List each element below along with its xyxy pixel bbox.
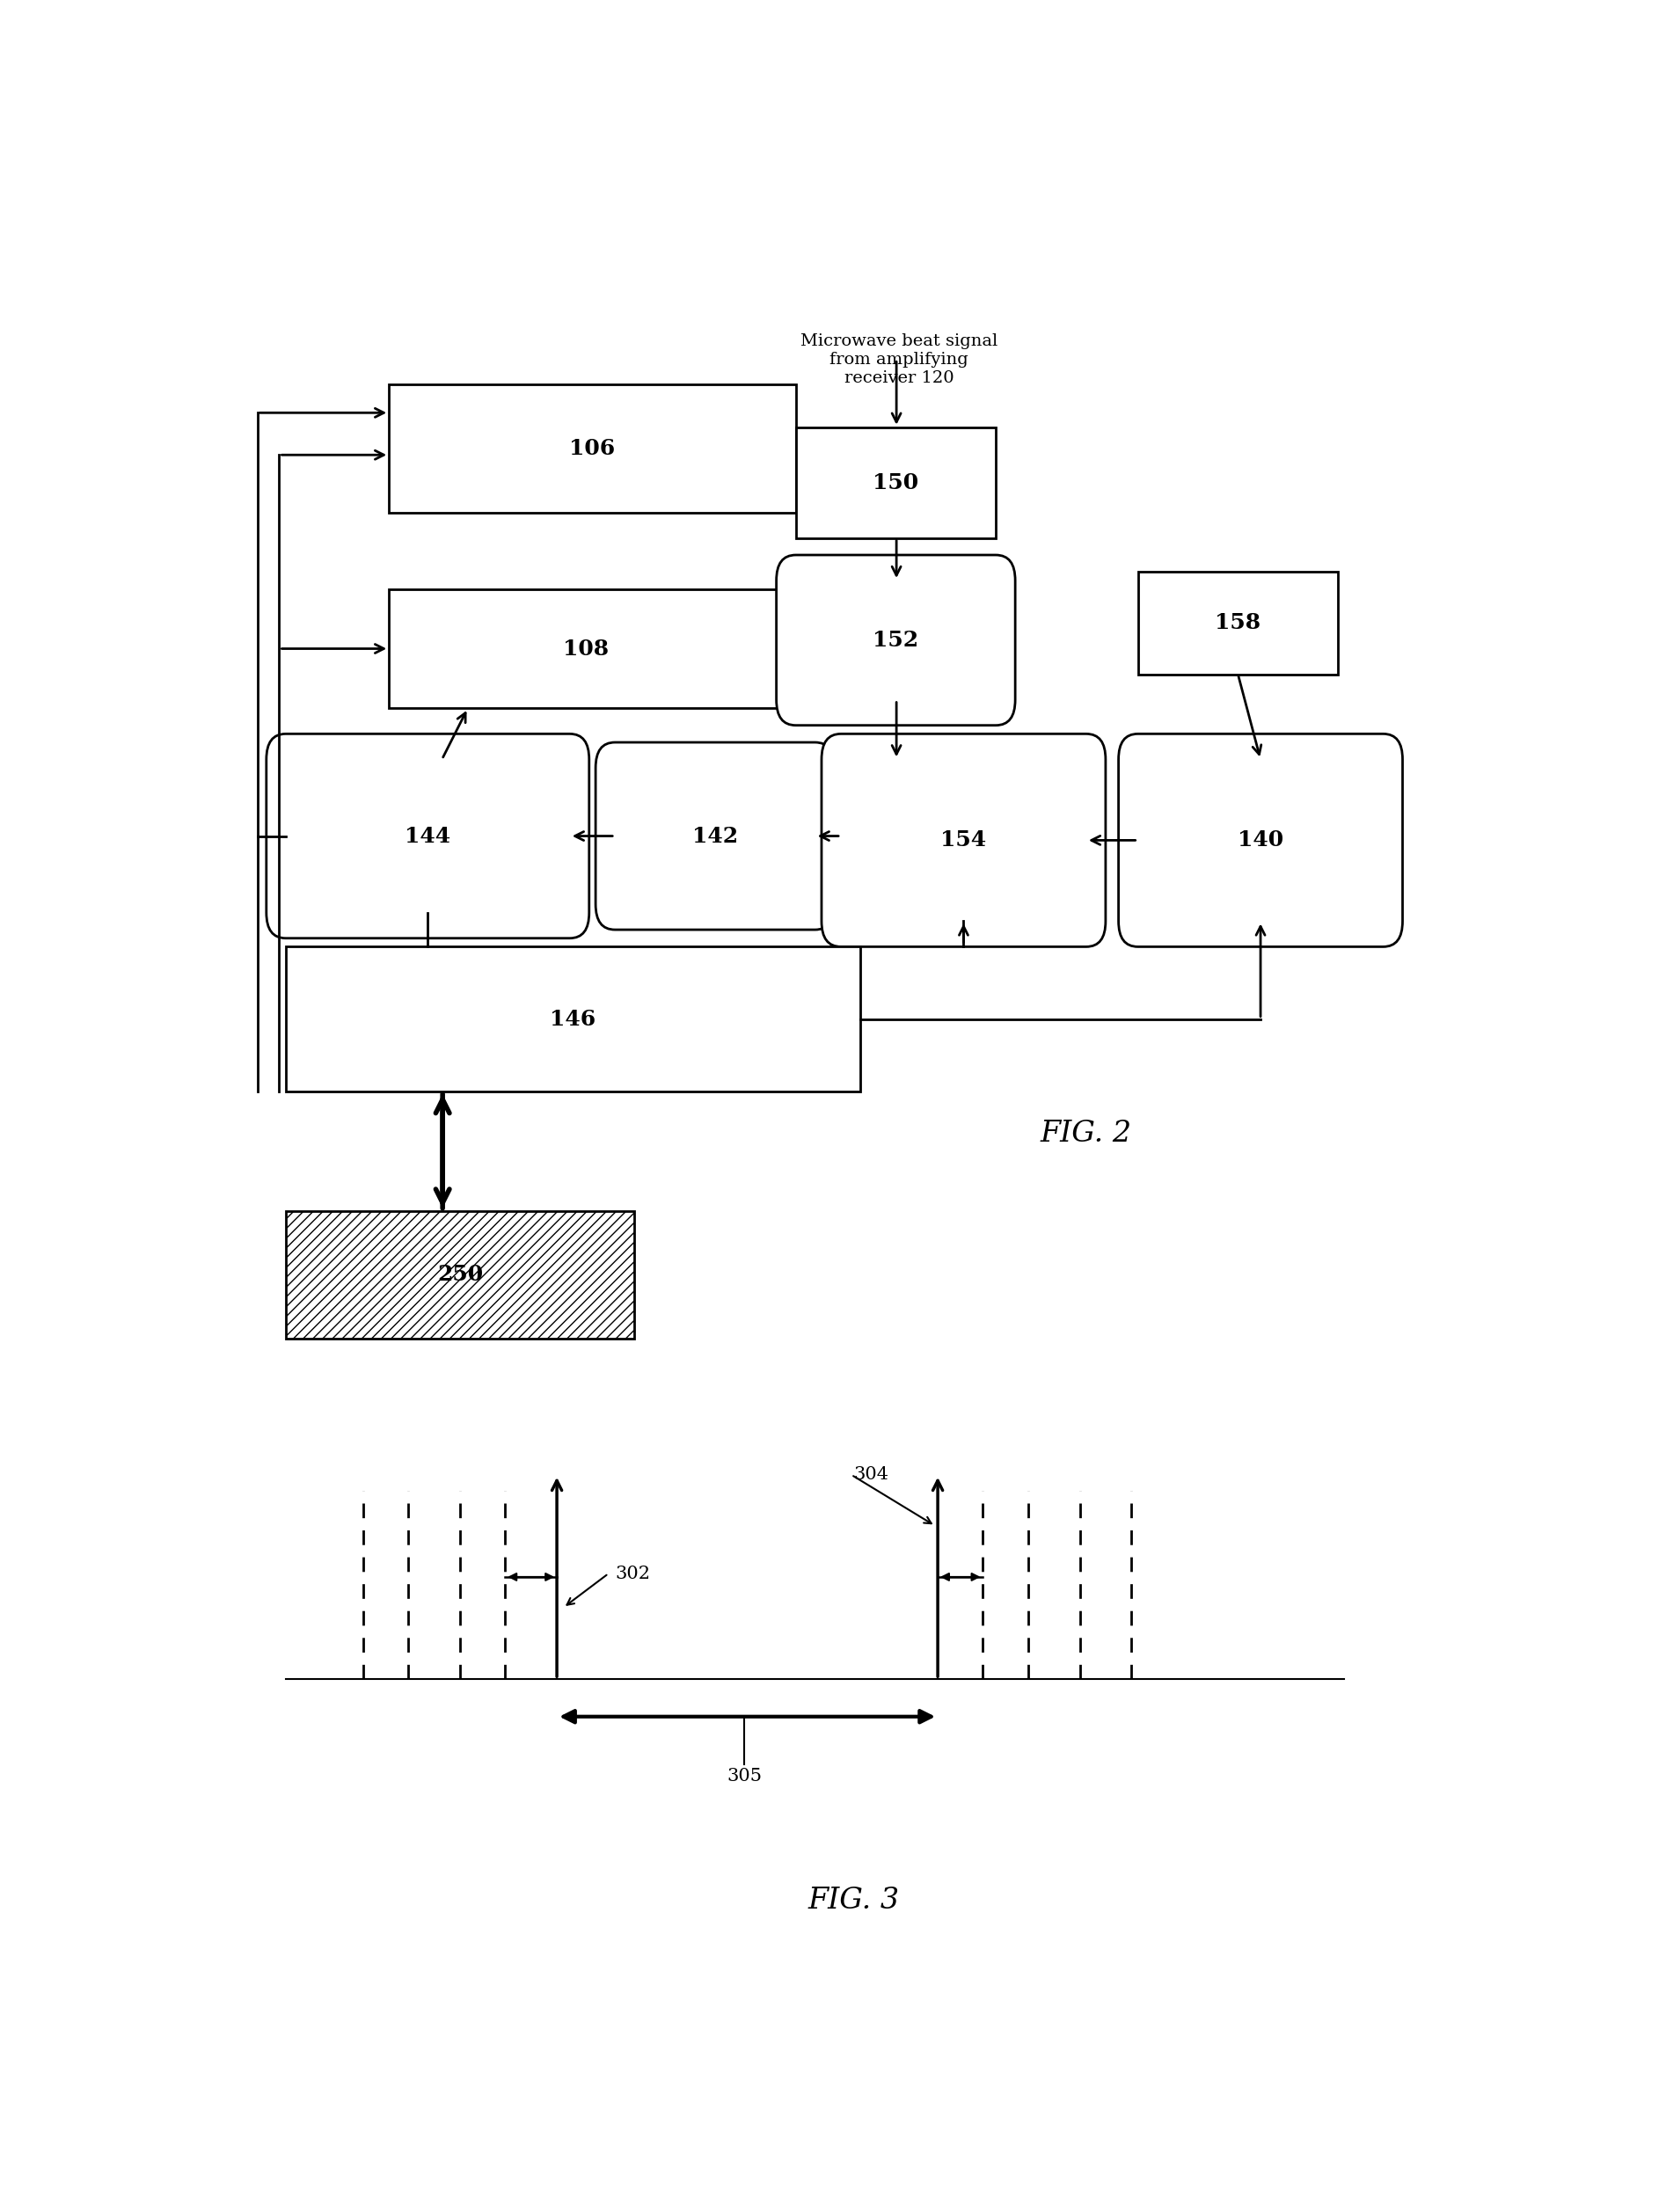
FancyBboxPatch shape <box>267 734 590 938</box>
Text: 108: 108 <box>563 637 608 659</box>
Text: 144: 144 <box>405 825 451 847</box>
Text: 150: 150 <box>873 471 918 493</box>
FancyBboxPatch shape <box>776 555 1015 726</box>
FancyBboxPatch shape <box>596 743 835 929</box>
Text: 140: 140 <box>1238 830 1283 852</box>
Text: 305: 305 <box>726 1767 761 1785</box>
Bar <box>1138 573 1338 675</box>
Text: 302: 302 <box>615 1566 650 1582</box>
Bar <box>796 427 996 538</box>
Bar <box>390 385 796 513</box>
Bar <box>287 1210 635 1338</box>
Text: 142: 142 <box>691 825 738 847</box>
FancyBboxPatch shape <box>821 734 1106 947</box>
Text: FIG. 2: FIG. 2 <box>1041 1119 1131 1148</box>
Text: 106: 106 <box>570 438 615 460</box>
Text: Microwave beat signal
from amplifying
receiver 120: Microwave beat signal from amplifying re… <box>800 334 998 385</box>
FancyBboxPatch shape <box>1118 734 1403 947</box>
Text: 250: 250 <box>436 1263 483 1285</box>
Text: FIG. 3: FIG. 3 <box>808 1887 900 1916</box>
Bar <box>287 1210 635 1338</box>
Text: 152: 152 <box>873 630 918 650</box>
Bar <box>390 588 783 708</box>
Text: 304: 304 <box>853 1467 890 1482</box>
Bar <box>287 947 860 1091</box>
Text: 146: 146 <box>550 1009 596 1029</box>
Text: 158: 158 <box>1215 613 1261 633</box>
Text: 154: 154 <box>941 830 986 852</box>
